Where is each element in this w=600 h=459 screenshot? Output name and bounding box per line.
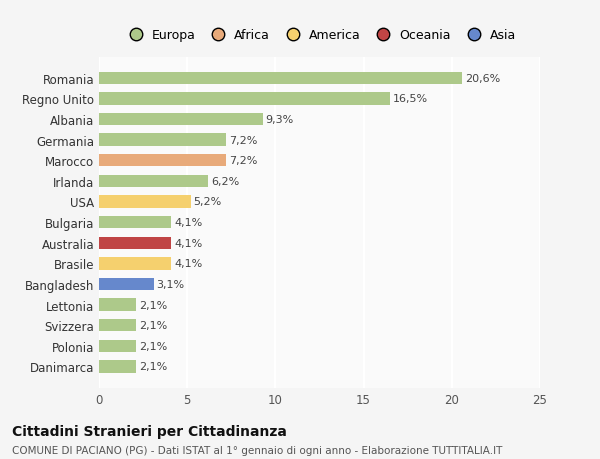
Text: 20,6%: 20,6% [465, 73, 500, 84]
Bar [99, 113, 263, 126]
Text: 2,1%: 2,1% [139, 362, 167, 372]
Text: 6,2%: 6,2% [211, 176, 239, 186]
Bar [99, 319, 136, 332]
Text: 4,1%: 4,1% [174, 218, 202, 228]
Text: Cittadini Stranieri per Cittadinanza: Cittadini Stranieri per Cittadinanza [12, 425, 287, 438]
Text: 3,1%: 3,1% [157, 280, 184, 289]
Text: 5,2%: 5,2% [193, 197, 221, 207]
Text: 7,2%: 7,2% [229, 135, 257, 146]
Bar [99, 257, 172, 270]
Text: 9,3%: 9,3% [266, 115, 294, 125]
Text: 7,2%: 7,2% [229, 156, 257, 166]
Text: 16,5%: 16,5% [393, 94, 428, 104]
Text: COMUNE DI PACIANO (PG) - Dati ISTAT al 1° gennaio di ogni anno - Elaborazione TU: COMUNE DI PACIANO (PG) - Dati ISTAT al 1… [12, 445, 502, 455]
Bar [99, 196, 191, 208]
Text: 4,1%: 4,1% [174, 259, 202, 269]
Text: 4,1%: 4,1% [174, 238, 202, 248]
Bar [99, 299, 136, 311]
Bar [99, 155, 226, 167]
Bar [99, 134, 226, 146]
Bar [99, 237, 172, 249]
Bar [99, 340, 136, 352]
Text: 2,1%: 2,1% [139, 300, 167, 310]
Bar [99, 278, 154, 291]
Text: 2,1%: 2,1% [139, 341, 167, 351]
Bar [99, 217, 172, 229]
Bar [99, 360, 136, 373]
Legend: Europa, Africa, America, Oceania, Asia: Europa, Africa, America, Oceania, Asia [118, 24, 521, 47]
Bar [99, 175, 208, 188]
Bar [99, 93, 390, 105]
Bar [99, 73, 463, 85]
Text: 2,1%: 2,1% [139, 320, 167, 330]
